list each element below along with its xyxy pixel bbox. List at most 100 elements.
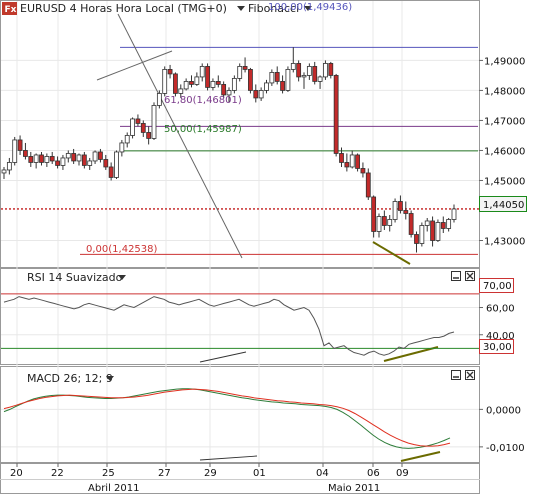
drawings (96, 13, 441, 462)
candle-body-33 (178, 88, 184, 94)
candle-body-22 (119, 142, 125, 153)
symbol-title[interactable]: EURUSD 4 Horas Hora Local (TMG+0) (20, 2, 227, 15)
rsi-line (3, 296, 455, 356)
x-tick-3: 27 (158, 468, 171, 479)
overlay-dropdown-icon[interactable] (304, 6, 312, 11)
candle-body-0 (1, 169, 7, 174)
candle-body-61 (328, 63, 334, 76)
trendline-upper (96, 50, 173, 81)
macd-line (3, 388, 451, 449)
candle-body-25 (135, 118, 141, 124)
candle-body-24 (130, 118, 135, 136)
rsi-30-badge (479, 339, 514, 354)
candle-body-45 (242, 66, 248, 70)
x-tick-8: 09 (396, 468, 409, 479)
candle-body-62 (333, 75, 339, 154)
price-panel-frame (0, 0, 480, 268)
candle-body-32 (173, 73, 178, 94)
macd-minimize-icon[interactable] (451, 370, 461, 380)
candle-body-66 (355, 154, 360, 169)
x-tick-0: 20 (10, 468, 23, 479)
candle-body-74 (398, 201, 403, 211)
rsi-dropdown-icon[interactable] (118, 275, 126, 280)
candle-body-38 (205, 66, 210, 88)
candle-body-30 (162, 69, 168, 94)
candle-body-50 (269, 72, 275, 84)
fibonacci-levels (1, 46, 479, 255)
candle-body-23 (124, 135, 130, 144)
triangle-down-icon[interactable] (237, 6, 245, 11)
candles (1, 47, 457, 253)
candle-body-3 (17, 139, 23, 151)
candle-body-68 (365, 172, 371, 198)
signal-line (3, 388, 451, 447)
rsi-tick-1: 40,00 (486, 331, 515, 342)
macd-tick-1: -0,0100 (486, 443, 525, 454)
fib-50-label: 50,00(1,45987) (164, 124, 242, 135)
rsi-70-badge (479, 278, 514, 293)
rsi-ref-line (199, 351, 247, 363)
candle-body-73 (392, 201, 398, 220)
candle-body-26 (140, 123, 146, 133)
candle-body-6 (33, 154, 39, 163)
candle-body-31 (167, 69, 173, 75)
candle-body-84 (451, 208, 457, 220)
price-tick-4: 1,45000 (484, 176, 525, 187)
rsi-minimize-icon[interactable] (451, 271, 461, 281)
candle-body-75 (403, 210, 409, 214)
candle-body-35 (189, 81, 194, 85)
candle-body-83 (446, 219, 452, 229)
macd-title[interactable]: MACD 26; 12; 9 (27, 372, 113, 385)
candle-body-16 (87, 160, 93, 166)
candle-body-20 (108, 166, 114, 178)
macd-dropdown-icon[interactable] (106, 376, 114, 381)
price-tick-0: 1,49000 (484, 56, 525, 67)
candle-body-17 (92, 151, 98, 162)
overlay-title[interactable]: Fibonacci (248, 2, 299, 15)
candle-body-49 (264, 82, 269, 91)
candle-body-64 (344, 162, 350, 168)
current-price-badge (479, 196, 527, 212)
x-tick-6: 04 (316, 468, 329, 479)
candle-body-41 (221, 84, 227, 96)
candle-body-76 (408, 213, 414, 235)
rsi-close-icon[interactable] (465, 271, 475, 281)
candle-body-52 (280, 81, 285, 91)
candle-body-63 (339, 153, 344, 163)
candle-body-51 (274, 72, 280, 82)
candle-body-12 (65, 153, 71, 159)
candle-body-58 (312, 66, 318, 82)
candle-body-53 (285, 69, 291, 91)
candle-body-72 (387, 219, 393, 226)
candle-body-15 (81, 154, 87, 166)
price-tick-2: 1,47000 (484, 116, 525, 127)
price-tick-1: 1,48000 (484, 86, 525, 97)
rsi-divergence-line (383, 346, 439, 362)
candle-body-29 (156, 93, 162, 106)
rsi-tick-0: 60,00 (486, 304, 515, 315)
candle-body-65 (349, 154, 355, 168)
macd-tick-0: 0,0000 (486, 405, 521, 416)
axis-labels: 1,49000 1,48000 1,47000 1,46000 1,45000 1,430… (479, 56, 525, 454)
fib-61-label: 61,80(1,46801) (164, 95, 242, 106)
candle-body-55 (296, 63, 302, 78)
macd-divergence-line (400, 451, 441, 462)
candle-body-21 (114, 151, 119, 178)
candle-body-40 (215, 81, 221, 85)
price-tick-3: 1,46000 (484, 146, 525, 157)
candle-body-19 (103, 159, 109, 168)
candle-body-46 (248, 69, 253, 91)
candle-body-5 (28, 156, 34, 163)
macd-ref-line (199, 455, 258, 461)
rsi-70-label: 70,00 (483, 281, 512, 292)
x-tick-7: 06 (367, 468, 380, 479)
fib-100-label: 100,00(1,49436) (268, 2, 352, 13)
candle-body-48 (258, 90, 264, 99)
macd-close-icon[interactable] (465, 370, 475, 380)
fib-trendline (117, 13, 243, 259)
candle-body-78 (419, 225, 425, 244)
rsi-panel-frame (0, 268, 480, 365)
x-tick-1: 22 (51, 468, 64, 479)
rsi-title[interactable]: RSI 14 Suavizado (27, 271, 123, 284)
